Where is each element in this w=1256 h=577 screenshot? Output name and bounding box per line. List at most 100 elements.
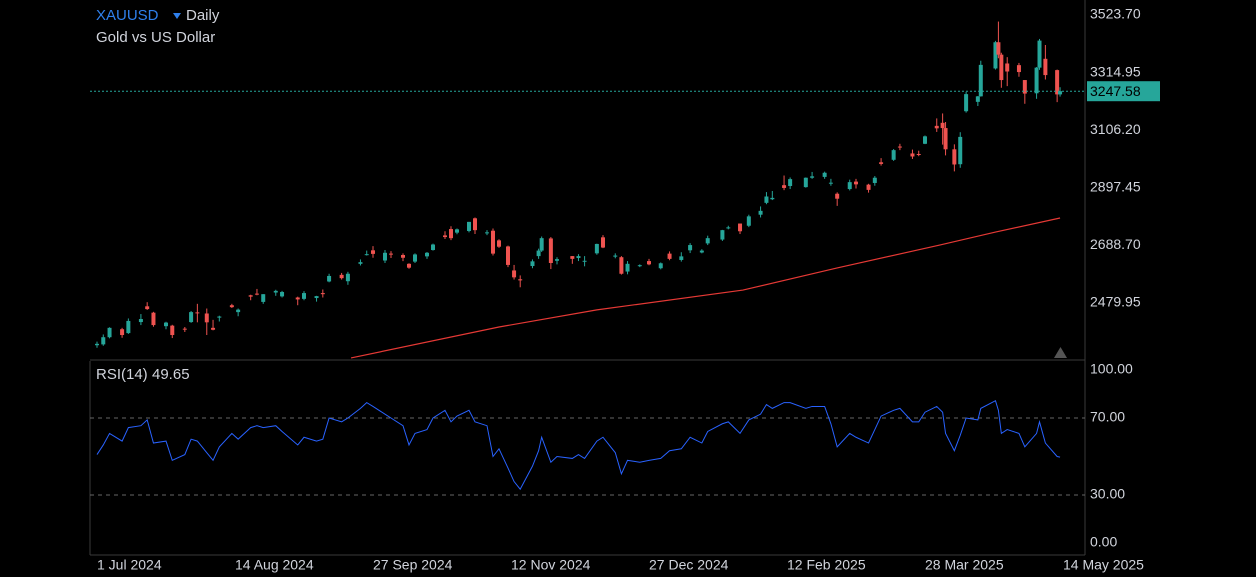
candle-body	[1034, 67, 1039, 94]
x-tick-label: 27 Sep 2024	[373, 557, 453, 573]
candle-body	[770, 197, 775, 200]
x-tick-label: 1 Jul 2024	[97, 557, 162, 573]
candle-body	[195, 312, 200, 314]
candle-body	[688, 245, 693, 251]
rsi-line	[96, 399, 1061, 491]
candle-body	[667, 253, 672, 259]
candle-body	[866, 184, 871, 190]
candle-body	[364, 254, 369, 256]
candle-body	[726, 227, 731, 229]
candle-body	[401, 254, 405, 258]
candle-body	[151, 312, 156, 326]
candle-body	[788, 179, 793, 187]
candle-body	[358, 262, 363, 264]
candle-body	[455, 229, 459, 233]
candle-body	[613, 255, 618, 257]
candle-body	[940, 122, 945, 129]
candle-body	[536, 250, 541, 257]
candle-body	[847, 182, 852, 190]
candle-body	[916, 154, 921, 156]
rsi-value: 49.65	[152, 366, 190, 383]
candle-body	[120, 329, 125, 336]
symbol-dropdown[interactable]	[173, 13, 181, 19]
candle-body	[570, 256, 575, 259]
candle-body	[879, 162, 884, 164]
candle-body	[958, 136, 963, 165]
candle-body	[943, 128, 948, 150]
candle-body	[996, 42, 1001, 55]
x-tick-label: 14 Aug 2024	[235, 557, 314, 573]
candle-body	[164, 322, 168, 327]
candle-body	[835, 193, 840, 199]
y-tick-label: 3106.20	[1090, 121, 1141, 137]
candle-body	[473, 218, 477, 231]
y-tick-label: 100.00	[1090, 361, 1133, 377]
candle-body	[978, 64, 983, 97]
candle-body	[647, 261, 651, 265]
candle-body	[699, 250, 704, 253]
candle-body	[467, 221, 471, 231]
x-tick-label: 12 Nov 2024	[511, 557, 591, 573]
candle-body	[782, 185, 787, 188]
x-tick-label: 12 Feb 2025	[787, 557, 866, 573]
candle-body	[576, 256, 581, 259]
candle-body	[229, 305, 234, 308]
candle-body	[1043, 58, 1048, 76]
candle-body	[211, 327, 216, 330]
candle-body	[389, 253, 393, 255]
candle-body	[539, 238, 544, 251]
candle-body	[530, 261, 535, 267]
y-tick-label: 2897.45	[1090, 179, 1141, 195]
candle-body	[204, 313, 209, 323]
candle-body	[327, 275, 332, 282]
candle-body	[758, 210, 763, 215]
candle-body	[625, 263, 630, 272]
candle-body	[449, 229, 453, 239]
candle-body	[339, 274, 344, 279]
candle-body	[601, 237, 605, 248]
candle-body	[1037, 40, 1042, 68]
candle-body	[637, 265, 642, 267]
candle-body	[1055, 70, 1060, 95]
candle-body	[138, 319, 143, 323]
candle-body	[506, 246, 510, 265]
candle-body	[548, 238, 553, 263]
candle-body	[594, 243, 599, 254]
candle-body	[891, 150, 896, 160]
candle-body	[371, 250, 375, 254]
scroll-marker[interactable]	[1054, 347, 1067, 358]
candle-body	[1058, 91, 1063, 95]
axes: 1 Jul 2024 14 Aug 2024 27 Sep 2024 12 Nov 2…	[97, 6, 1160, 573]
x-tick-label: 14 May 2025	[1063, 557, 1144, 573]
candle-body	[764, 196, 769, 203]
candle-body	[720, 230, 725, 240]
candle-body	[217, 316, 222, 318]
candle-body	[822, 172, 827, 177]
candle-body	[273, 290, 278, 293]
candle-body	[248, 295, 253, 297]
y-tick-label: 3314.95	[1090, 63, 1141, 79]
interval[interactable]: Daily	[186, 7, 220, 24]
candle-body	[145, 306, 150, 310]
y-tick-label: 0.00	[1090, 534, 1117, 550]
candle-body	[413, 254, 417, 262]
candle-body	[443, 235, 447, 238]
candle-body	[897, 146, 902, 148]
candle-body	[512, 270, 517, 278]
candle-body	[383, 252, 387, 261]
candle-body	[431, 244, 435, 251]
candle-body	[1016, 65, 1021, 73]
candle-body	[679, 256, 684, 260]
candle-body	[236, 309, 241, 313]
candle-body	[485, 232, 489, 234]
candle-body	[107, 327, 112, 338]
x-tick-label: 27 Dec 2024	[649, 557, 729, 573]
symbol[interactable]: XAUUSD	[96, 7, 159, 24]
candle-body	[746, 216, 751, 226]
price-pane	[90, 21, 1085, 359]
x-tick-label: 28 Mar 2025	[925, 557, 1004, 573]
rsi-pane	[90, 399, 1085, 496]
candle-body	[738, 223, 743, 232]
